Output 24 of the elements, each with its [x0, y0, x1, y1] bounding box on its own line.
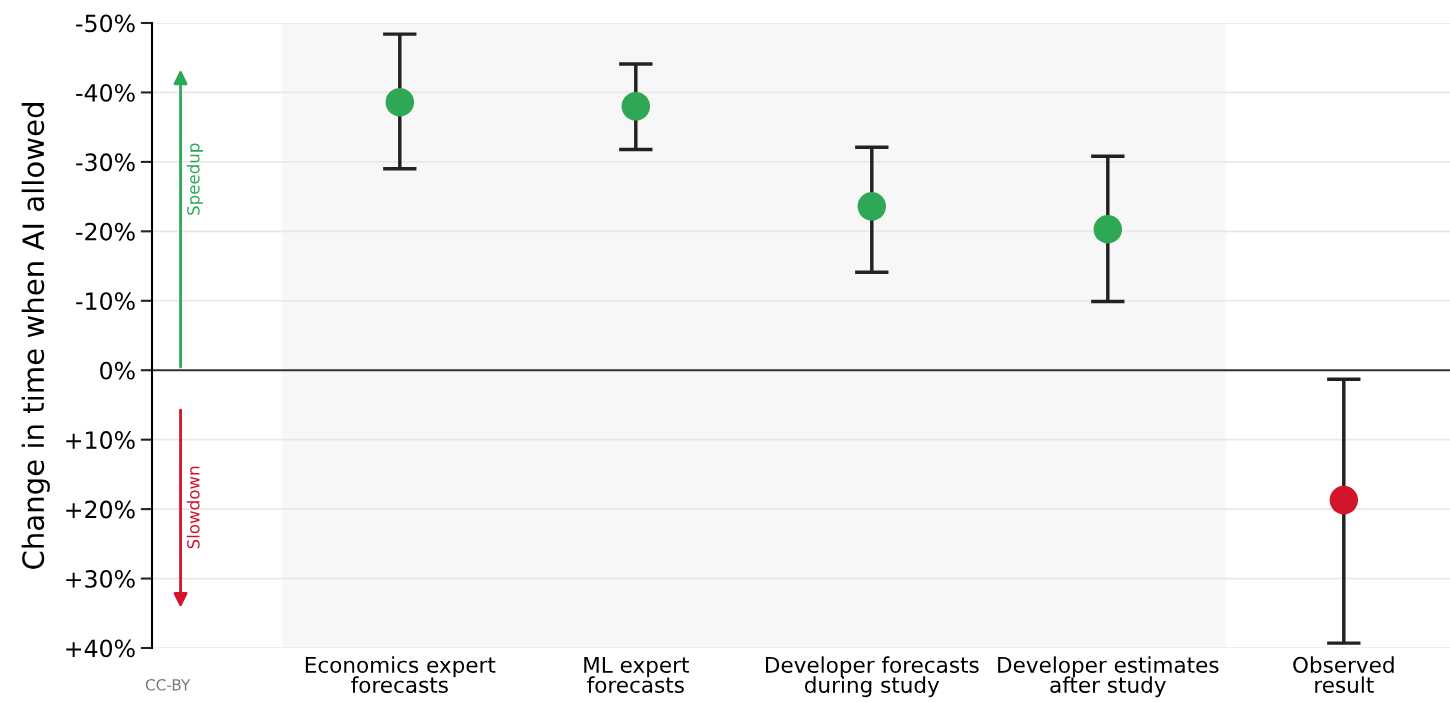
point: [1093, 215, 1123, 244]
y-tick-label: -50%: [76, 14, 135, 33]
y-tick-label: -30%: [76, 153, 135, 172]
y-axis-title: Change in time when AI allowed: [21, 103, 50, 569]
point: [385, 87, 415, 117]
y-tick-label: +40%: [66, 639, 135, 658]
y-tick-label: +30%: [66, 570, 135, 588]
point: [857, 192, 887, 221]
annotation: Speedup: [186, 143, 203, 215]
y-tick-label: -40%: [76, 83, 135, 102]
y-tick-label: -20%: [76, 222, 135, 241]
x-tick-label: Developer forecasts during study: [766, 656, 979, 698]
y-tick-label: 0%: [100, 361, 135, 380]
x-tick-label: Developer estimates after study: [998, 656, 1219, 698]
point: [1329, 485, 1359, 515]
y-tick-label: +10%: [66, 431, 135, 449]
annotation: Slowdown: [186, 466, 200, 549]
y-tick-label: -10%: [76, 292, 135, 311]
x-tick-label: ML expert forecasts: [584, 657, 689, 694]
x-tick-label: Economics expert forecasts: [305, 656, 496, 694]
y-tick-label: +20%: [66, 500, 135, 519]
x-tick-label: Observed result: [1293, 656, 1394, 694]
point: [621, 92, 651, 121]
text: CC-BY: [145, 679, 191, 691]
